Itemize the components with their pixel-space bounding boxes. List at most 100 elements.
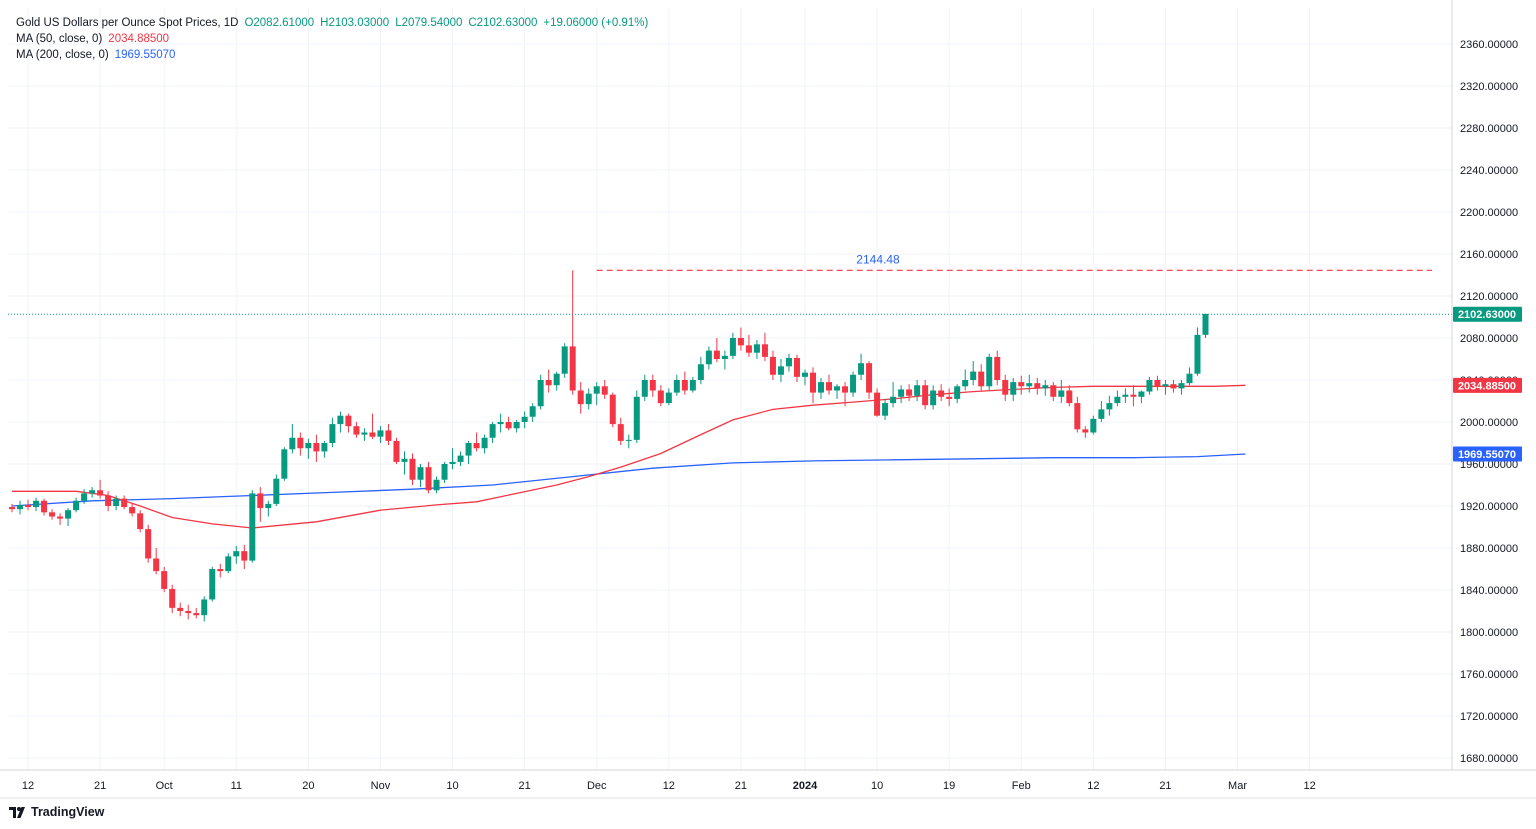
candle-body bbox=[641, 380, 648, 397]
candle bbox=[890, 382, 897, 408]
candle bbox=[353, 422, 360, 438]
candle bbox=[57, 513, 64, 525]
candle-body bbox=[401, 458, 408, 462]
candle bbox=[673, 374, 680, 396]
candle bbox=[273, 474, 280, 506]
candle-body bbox=[617, 424, 624, 441]
candle-body bbox=[49, 512, 56, 517]
ma200-label: MA (200, close, 0) bbox=[16, 49, 109, 61]
candle bbox=[769, 350, 776, 380]
candle bbox=[962, 369, 969, 391]
candle-body bbox=[785, 357, 792, 367]
candle bbox=[1058, 380, 1065, 404]
candle-body bbox=[89, 490, 96, 494]
candle bbox=[761, 332, 768, 362]
candle-body bbox=[810, 372, 816, 393]
candle-body bbox=[289, 437, 296, 450]
candle-body bbox=[521, 416, 528, 422]
candle bbox=[361, 428, 368, 441]
candle bbox=[850, 371, 857, 397]
candle bbox=[633, 390, 640, 443]
x-tick-label: 10 bbox=[871, 780, 883, 792]
candle-body bbox=[769, 356, 776, 375]
y-tick-label: 2240.00000 bbox=[1460, 165, 1518, 177]
change-value: +19.06000 (+0.91%) bbox=[543, 17, 649, 29]
candle bbox=[529, 403, 536, 422]
axes-layer: 2360.00000 2320.00000 2280.00000 2240.00000… bbox=[0, 0, 1536, 799]
ma50-price-tag-text: 2034.88500 bbox=[1458, 380, 1516, 392]
ma50-price-tag: 2034.88500 bbox=[1453, 377, 1522, 393]
candle-body bbox=[361, 432, 368, 435]
candle bbox=[393, 437, 400, 464]
candle-body bbox=[529, 406, 536, 417]
candle bbox=[1162, 380, 1169, 395]
candle bbox=[73, 497, 80, 513]
candle bbox=[978, 364, 985, 391]
candle-body bbox=[377, 430, 384, 437]
last-price-tag-bg bbox=[1453, 306, 1522, 322]
candle bbox=[417, 464, 424, 488]
candle bbox=[497, 413, 504, 433]
low-value: L2079.54000 bbox=[395, 17, 463, 29]
candle bbox=[745, 334, 752, 357]
y-tick-label: 1720.00000 bbox=[1460, 711, 1518, 723]
candle bbox=[441, 461, 448, 483]
candle bbox=[33, 497, 40, 512]
candle bbox=[994, 350, 1001, 386]
candle-body bbox=[169, 588, 176, 608]
candle bbox=[473, 432, 480, 452]
candle bbox=[201, 596, 208, 622]
candle-body bbox=[689, 380, 696, 391]
candle bbox=[729, 332, 736, 359]
tradingview-brand[interactable]: TradingView bbox=[9, 805, 104, 819]
ma200-value: 1969.55070 bbox=[114, 49, 176, 61]
candle-body bbox=[9, 507, 15, 510]
candle bbox=[1042, 380, 1049, 396]
candle-body bbox=[305, 443, 312, 449]
candle bbox=[105, 491, 112, 512]
ma50-legend-row[interactable]: MA (50, close, 0) 2034.88500 bbox=[16, 31, 648, 47]
candle-body bbox=[1106, 403, 1113, 410]
candle bbox=[209, 566, 216, 602]
candle bbox=[842, 382, 849, 407]
candle-body bbox=[185, 611, 192, 614]
x-tick-label: 21 bbox=[735, 780, 747, 792]
candle bbox=[641, 374, 648, 401]
candle-body bbox=[545, 380, 552, 386]
candle bbox=[986, 353, 993, 391]
candle-body bbox=[153, 558, 160, 572]
high-value: H2103.03000 bbox=[320, 17, 390, 29]
ma200-legend-row[interactable]: MA (200, close, 0) 1969.55070 bbox=[16, 47, 648, 63]
candle-body bbox=[954, 386, 961, 399]
candle bbox=[601, 380, 608, 399]
candle bbox=[898, 385, 905, 404]
candle bbox=[1170, 380, 1177, 393]
candle bbox=[377, 426, 384, 443]
y-tick-label: 1960.00000 bbox=[1460, 459, 1518, 471]
candle-body bbox=[633, 396, 640, 440]
ma200-price-tag: 1969.55070 bbox=[1453, 446, 1522, 462]
ma200-price-tag-bg bbox=[1453, 446, 1522, 462]
candle bbox=[914, 380, 921, 401]
candle bbox=[1002, 374, 1009, 401]
candle-body bbox=[121, 498, 128, 508]
candle-body bbox=[962, 380, 969, 387]
candle bbox=[1082, 426, 1089, 438]
candle bbox=[826, 374, 833, 395]
x-tick-label: Feb bbox=[1012, 780, 1031, 792]
candle bbox=[313, 434, 320, 462]
candle-body bbox=[673, 380, 680, 393]
candle-body bbox=[1010, 382, 1017, 395]
candle-body bbox=[209, 569, 216, 600]
candle bbox=[177, 602, 184, 617]
candle bbox=[713, 338, 720, 363]
candle-body bbox=[561, 346, 568, 374]
candle-body bbox=[649, 380, 656, 391]
candle-body bbox=[753, 344, 760, 353]
candle-body bbox=[145, 529, 152, 559]
y-tick-label: 2120.00000 bbox=[1460, 291, 1518, 303]
candle bbox=[810, 367, 816, 404]
candle bbox=[681, 371, 688, 395]
candle-body bbox=[513, 422, 520, 429]
